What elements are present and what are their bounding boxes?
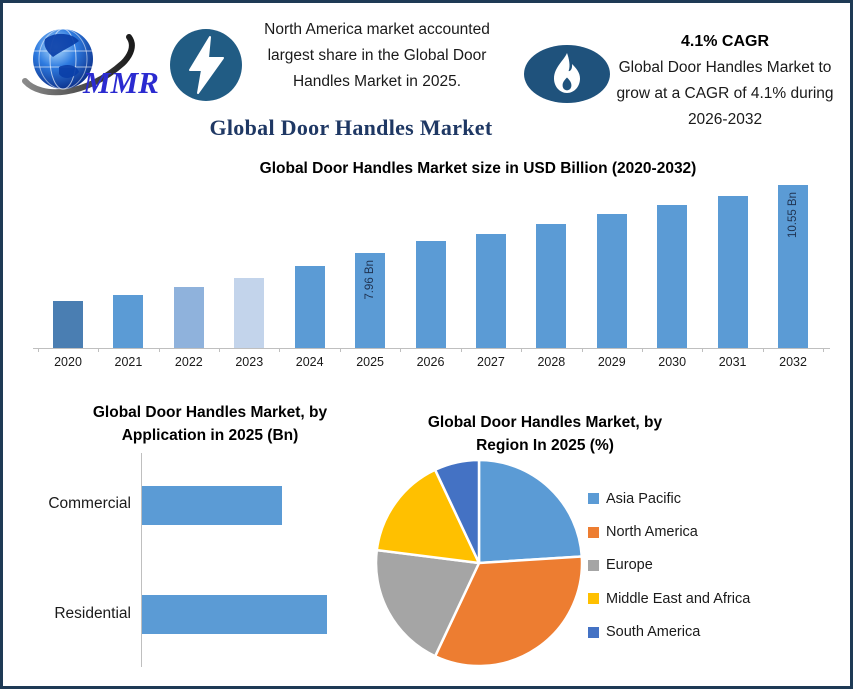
axis-tick [641, 348, 643, 352]
application-chart-axis [141, 453, 142, 667]
axis-tick [823, 348, 825, 352]
bar-2021 [113, 295, 144, 348]
bar-residential [142, 595, 327, 634]
legend-swatch-icon [588, 526, 599, 538]
region-chart-title: Global Door Handles Market, by Region In… [427, 414, 663, 454]
bar-2020 [53, 301, 83, 348]
x-axis-label-2027: 2027 [477, 355, 505, 369]
x-axis-label-2026: 2026 [416, 355, 445, 369]
legend-item-europe: Europe [588, 549, 838, 582]
pie-slice-middle-east-and-africa [375, 468, 481, 565]
bar-commercial [142, 486, 282, 525]
axis-tick [762, 348, 764, 352]
category-label-residential: Residential [54, 605, 131, 622]
page-title: Global Door Handles Market [209, 115, 493, 140]
axis-tick [460, 348, 462, 352]
cagr-note: Global Door Handles Market to grow at a … [616, 59, 834, 128]
bar-2024 [294, 266, 325, 348]
mmr-logo: MMR [19, 13, 171, 101]
axis-tick [702, 348, 704, 352]
x-axis-label-2028: 2028 [537, 355, 566, 369]
pie-legend: Asia Pacific North America Europe Middle Ea… [588, 482, 838, 649]
x-axis-label-2030: 2030 [658, 355, 687, 369]
bar-value-label-2025: 7.96 Bn [364, 260, 377, 300]
category-label-commercial: Commercial [48, 495, 131, 512]
x-axis-label-2023: 2023 [235, 355, 264, 369]
bar-2026 [415, 241, 446, 348]
pie-slice-europe [374, 548, 481, 658]
axis-tick [279, 348, 281, 352]
pie-slice-south-america [433, 458, 481, 565]
axis-tick [400, 348, 402, 352]
legend-swatch-icon [588, 626, 599, 638]
x-axis-label-2029: 2029 [597, 355, 626, 369]
x-axis-label-2020: 2020 [54, 355, 82, 369]
bar-2023 [234, 278, 265, 348]
bar-2029 [596, 214, 627, 348]
bar-2030 [657, 205, 688, 348]
legend-label: North America [606, 524, 698, 541]
legend-swatch-icon [588, 593, 599, 605]
axis-tick [581, 348, 583, 352]
legend-swatch-icon [588, 559, 599, 571]
x-axis-label-2021: 2021 [114, 355, 143, 369]
legend-item-asia-pacific: Asia Pacific [588, 482, 838, 515]
application-bar-chart [142, 453, 362, 667]
legend-label: Europe [606, 557, 653, 574]
legend-label: Middle East and Africa [606, 590, 751, 607]
legend-swatch-icon [588, 493, 599, 505]
legend-label: Asia Pacific [606, 490, 681, 507]
globe-icon: MMR [22, 28, 159, 100]
x-axis-label-2031: 2031 [718, 355, 747, 369]
application-chart-title: Global Door Handles Market, by Applicati… [92, 404, 328, 444]
legend-item-north-america: North America [588, 515, 838, 548]
market-size-bar-chart: 2020 2021 2022 2023 2024 7.96 Bn 2025 2026 2027 2… [33, 181, 830, 369]
highlight-note: North America market accounted largest s… [264, 21, 490, 90]
bar-value-label-2032: 10.55 Bn [787, 192, 800, 239]
x-axis-label-2032: 2032 [779, 355, 807, 369]
legend-item-south-america: South America [588, 616, 838, 649]
axis-tick [339, 348, 341, 352]
axis-tick [219, 348, 221, 352]
legend-label: South America [606, 624, 701, 641]
x-axis-label-2022: 2022 [174, 355, 203, 369]
legend-item-middle-east-and-africa: Middle East and Africa [588, 582, 838, 615]
pie-slice-north-america [433, 555, 584, 668]
pie-slice-asia-pacific [477, 458, 584, 565]
bar-2028 [536, 224, 567, 348]
lightning-icon [170, 29, 242, 101]
axis-tick [98, 348, 100, 352]
main-chart-title: Global Door Handles Market size in USD B… [259, 160, 697, 177]
axis-tick [521, 348, 523, 352]
logo-text: MMR [82, 65, 159, 100]
cagr-block: 4.1% CAGR Global Door Handles Market to … [605, 33, 845, 133]
cagr-title: 4.1% CAGR [680, 33, 770, 50]
bar-2031 [717, 196, 748, 348]
x-axis-label-2025: 2025 [356, 355, 384, 369]
bar-2027 [475, 234, 506, 348]
bar-2032: 10.55 Bn [778, 185, 809, 348]
axis-tick [37, 348, 39, 352]
region-pie-chart [374, 458, 584, 668]
bar-2022 [173, 287, 204, 348]
flame-icon [524, 45, 610, 103]
x-axis-label-2024: 2024 [295, 355, 324, 369]
axis-tick [158, 348, 160, 352]
bar-2025: 7.96 Bn [355, 253, 386, 348]
